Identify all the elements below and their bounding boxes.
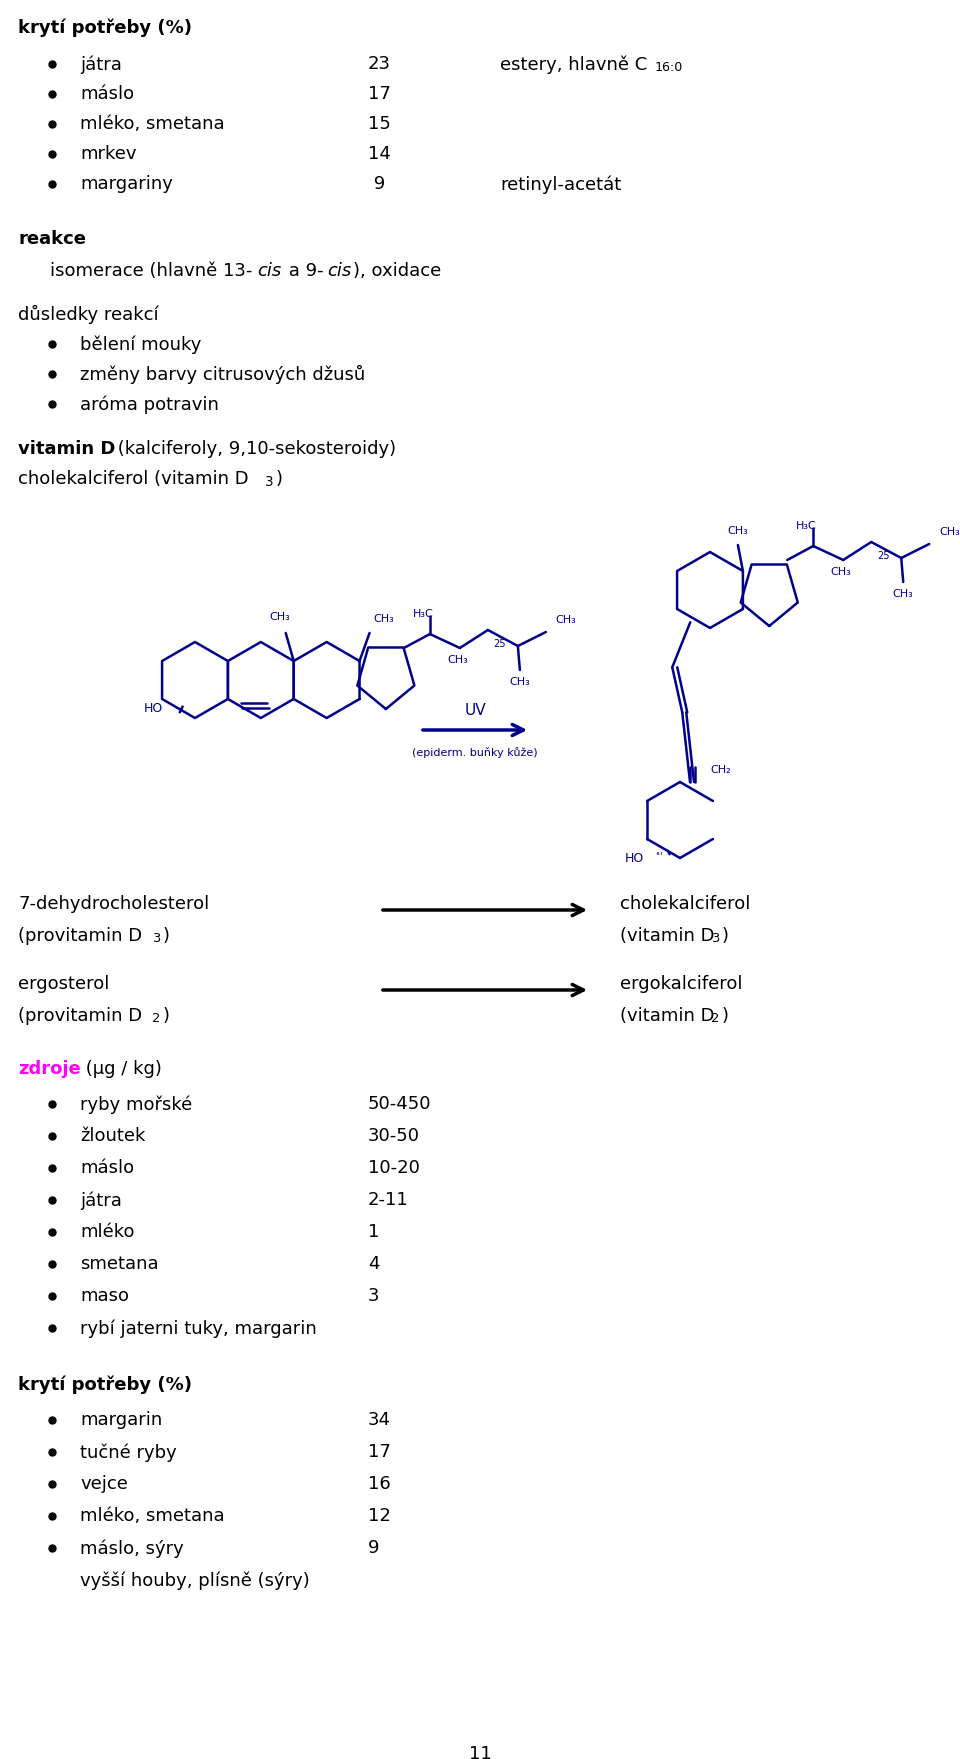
Text: ): ) <box>722 1006 729 1025</box>
Text: krytí potřeby (%): krytí potřeby (%) <box>18 18 192 37</box>
Text: (provitamin D: (provitamin D <box>18 927 142 945</box>
Text: ergosterol: ergosterol <box>18 974 109 994</box>
Text: 30-50: 30-50 <box>368 1128 420 1145</box>
Text: ): ) <box>276 470 283 487</box>
Text: 3: 3 <box>152 932 160 945</box>
Text: 14: 14 <box>368 144 391 164</box>
Text: (vitamin D: (vitamin D <box>620 927 714 945</box>
Text: (epiderm. buňky kůže): (epiderm. buňky kůže) <box>412 746 538 758</box>
Text: vejce: vejce <box>80 1476 128 1493</box>
Text: retinyl-acetát: retinyl-acetát <box>500 174 621 193</box>
Text: játra: játra <box>80 55 122 74</box>
Text: 3: 3 <box>265 475 274 489</box>
Text: zdroje: zdroje <box>18 1061 81 1078</box>
Text: CH₃: CH₃ <box>556 616 577 624</box>
Text: 7-dehydrocholesterol: 7-dehydrocholesterol <box>18 895 209 913</box>
Text: 12: 12 <box>368 1507 391 1525</box>
Text: CH₃: CH₃ <box>893 589 914 600</box>
Text: 1: 1 <box>368 1223 379 1242</box>
Text: vyšší houby, plísně (sýry): vyšší houby, plísně (sýry) <box>80 1571 310 1590</box>
Text: máslo, sýry: máslo, sýry <box>80 1539 183 1557</box>
Text: mléko, smetana: mléko, smetana <box>80 1507 225 1525</box>
Text: 23: 23 <box>368 55 391 74</box>
Text: 25: 25 <box>493 639 506 649</box>
Text: CH₃: CH₃ <box>830 566 852 577</box>
Text: (μg / kg): (μg / kg) <box>80 1061 162 1078</box>
Text: CH₃: CH₃ <box>373 614 395 624</box>
Text: žloutek: žloutek <box>80 1128 145 1145</box>
Text: CH₂: CH₂ <box>710 765 731 776</box>
Text: maso: maso <box>80 1288 129 1305</box>
Text: cholekalciferol: cholekalciferol <box>620 895 751 913</box>
Text: 10-20: 10-20 <box>368 1159 420 1177</box>
Text: 3: 3 <box>711 932 719 945</box>
Text: HO: HO <box>143 702 162 716</box>
Text: vitamin D: vitamin D <box>18 440 115 457</box>
Text: reakce: reakce <box>18 230 86 248</box>
Text: důsledky reakcí: důsledky reakcí <box>18 304 158 324</box>
Text: ergokalciferol: ergokalciferol <box>620 974 742 994</box>
Text: CH₃: CH₃ <box>270 612 290 623</box>
Text: 16:0: 16:0 <box>655 62 684 74</box>
Text: (vitamin D: (vitamin D <box>620 1006 714 1025</box>
Text: ): ) <box>163 927 170 945</box>
Text: 2: 2 <box>152 1011 160 1025</box>
Text: 11: 11 <box>468 1745 492 1759</box>
Text: krytí potřeby (%): krytí potřeby (%) <box>18 1376 192 1395</box>
Text: mléko, smetana: mléko, smetana <box>80 114 225 134</box>
Text: bělení mouky: bělení mouky <box>80 334 202 354</box>
Text: 9: 9 <box>368 174 385 193</box>
Text: smetana: smetana <box>80 1254 158 1274</box>
Text: ryby mořské: ryby mořské <box>80 1096 192 1113</box>
Text: 2-11: 2-11 <box>368 1191 409 1208</box>
Text: 15: 15 <box>368 114 391 134</box>
Text: rybí jaterni tuky, margarin: rybí jaterni tuky, margarin <box>80 1319 317 1337</box>
Text: tučné ryby: tučné ryby <box>80 1442 177 1462</box>
Text: (kalciferoly, 9,10-sekosteroidy): (kalciferoly, 9,10-sekosteroidy) <box>112 440 396 457</box>
Text: CH₃: CH₃ <box>447 654 468 665</box>
Text: ): ) <box>722 927 729 945</box>
Text: 25: 25 <box>877 551 890 561</box>
Text: mléko: mléko <box>80 1223 134 1242</box>
Text: máslo: máslo <box>80 1159 134 1177</box>
Text: H₃C: H₃C <box>413 609 433 619</box>
Text: estery, hlavně C: estery, hlavně C <box>500 55 647 74</box>
Text: 4: 4 <box>368 1254 379 1274</box>
Text: 34: 34 <box>368 1411 391 1428</box>
Text: (provitamin D: (provitamin D <box>18 1006 142 1025</box>
Text: změny barvy citrusových džusů: změny barvy citrusových džusů <box>80 366 365 383</box>
Text: CH₃: CH₃ <box>510 677 530 688</box>
Text: 16: 16 <box>368 1476 391 1493</box>
Text: isomerace (hlavně 13-: isomerace (hlavně 13- <box>50 262 252 280</box>
Text: 2: 2 <box>711 1011 719 1025</box>
Text: cholekalciferol (vitamin D: cholekalciferol (vitamin D <box>18 470 249 487</box>
Text: UV: UV <box>465 702 486 718</box>
Text: ), oxidace: ), oxidace <box>353 262 442 280</box>
Text: ''': ''' <box>656 851 663 862</box>
Text: 17: 17 <box>368 84 391 104</box>
Text: cis: cis <box>327 262 351 280</box>
Text: mrkev: mrkev <box>80 144 136 164</box>
Text: máslo: máslo <box>80 84 134 104</box>
Text: ): ) <box>163 1006 170 1025</box>
Text: a 9-: a 9- <box>283 262 324 280</box>
Text: CH₃: CH₃ <box>939 528 960 536</box>
Text: 3: 3 <box>368 1288 379 1305</box>
Text: cis: cis <box>257 262 281 280</box>
Text: 9: 9 <box>368 1539 379 1557</box>
Text: aróma potravin: aróma potravin <box>80 396 219 413</box>
Text: CH₃: CH₃ <box>728 526 748 536</box>
Text: játra: játra <box>80 1191 122 1210</box>
Text: 17: 17 <box>368 1442 391 1462</box>
Text: H₃C: H₃C <box>796 521 817 531</box>
Text: HO: HO <box>624 851 643 865</box>
Text: 50-450: 50-450 <box>368 1096 431 1113</box>
Text: margariny: margariny <box>80 174 173 193</box>
Text: margarin: margarin <box>80 1411 162 1428</box>
